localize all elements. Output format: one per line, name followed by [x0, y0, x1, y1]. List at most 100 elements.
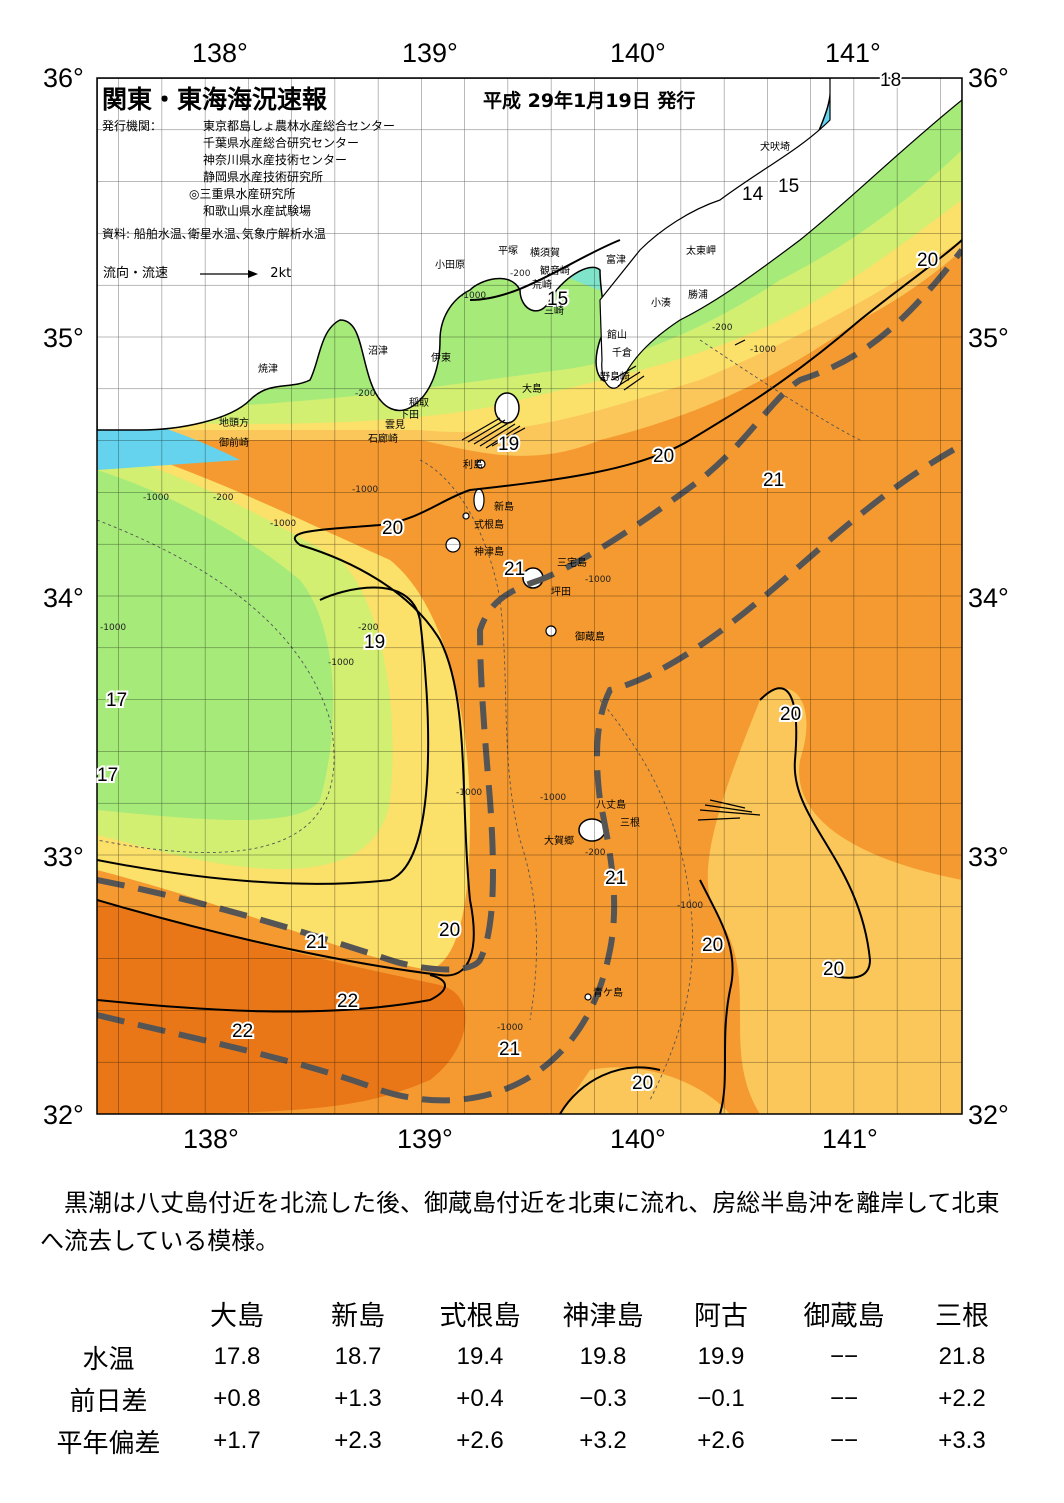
- place-kominato: 小湊: [651, 296, 671, 309]
- isotherm-label: 20: [439, 920, 460, 941]
- place-inatori: 稲取: [409, 397, 429, 409]
- axis-labels: 138° 139° 140° 141° 138° 139° 140° 141° …: [43, 38, 1009, 1154]
- map-frame: [96, 77, 963, 1115]
- table-cell: +2.2: [938, 1385, 986, 1412]
- isotherm-label: 18: [880, 70, 901, 91]
- depth-label: -1000: [750, 345, 776, 355]
- lon-label-140-bottom: 140°: [610, 1124, 666, 1154]
- table-cell: −0.3: [579, 1385, 627, 1412]
- sea-17-zone: [97, 470, 334, 820]
- depth-label: -200: [585, 848, 606, 858]
- issuer-label: 発行機関：: [102, 119, 163, 133]
- sea-20-zone-south: [560, 1067, 730, 1114]
- table-cell: 17.8: [213, 1343, 261, 1370]
- issuer-item: ◎三重県水産研究所: [189, 187, 296, 201]
- table-cell: −0.1: [697, 1385, 745, 1412]
- isotherm-label: 22: [337, 991, 358, 1012]
- table-cell: 19.4: [456, 1343, 504, 1370]
- depth-label: -1000: [100, 623, 126, 633]
- depth-label: -1000: [460, 291, 486, 301]
- place-okago: 大賀郷: [544, 834, 574, 847]
- summary-body: 黒潮は八丈島付近を北流した後、御蔵島付近を北東に流れ、房総半島沖を離岸して北東へ…: [40, 1189, 1000, 1255]
- place-mitsune: 三根: [620, 816, 640, 829]
- isotherm-label: 20: [917, 250, 938, 271]
- depth-contours: [97, 339, 861, 1101]
- issuer-list: 東京都島しょ農林水産総合センター 千葉県水産総合研究センター 神奈川県水産技術セ…: [189, 118, 396, 220]
- place-yokosuka: 横須賀: [530, 246, 560, 259]
- temperature-fill: [97, 78, 962, 1114]
- place-hachijojima: 八丈島: [596, 798, 626, 811]
- table-cell: +1.3: [334, 1385, 382, 1412]
- sea-20-zone-east: [707, 688, 962, 1114]
- table-cell: +0.4: [456, 1385, 504, 1412]
- row-label: 水温: [82, 1344, 135, 1375]
- lat-label-35-right: 35°: [968, 323, 1009, 353]
- station-header: 御蔵島: [803, 1300, 885, 1332]
- place-shikinejima: 式根島: [474, 518, 504, 531]
- place-nojimazaki: 野島崎: [600, 370, 630, 383]
- flow-legend-label: 流向・流速: [103, 266, 169, 281]
- table-row: 水温 17.8 18.7 19.4 19.8 19.9 −− 21.8: [40, 1336, 1013, 1378]
- place-tsubota: 坪田: [551, 585, 571, 598]
- depth-label: -1000: [270, 519, 296, 529]
- island-toshima: [476, 459, 486, 469]
- map-title: 関東・東海海況速報: [102, 85, 328, 114]
- place-miyakejima: 三宅島: [557, 556, 587, 569]
- island-kozushima: [445, 537, 461, 553]
- isotherm-labels: 18 14 15 20 15 19 20 21 20 21 19 17 17 2…: [95, 68, 940, 1096]
- table-cell: +1.7: [213, 1427, 261, 1454]
- issuer-item: 静岡県水産技術研究所: [203, 170, 324, 184]
- lat-label-35-left: 35°: [43, 323, 84, 353]
- island-oshima: [494, 392, 520, 424]
- place-futtsu: 富津: [606, 253, 626, 266]
- lon-label-138-bottom: 138°: [183, 1124, 239, 1154]
- lat-label-32-right: 32°: [968, 1100, 1009, 1130]
- depth-label: -200: [510, 269, 531, 279]
- lat-label-33-left: 33°: [43, 842, 84, 872]
- depth-label: -1000: [328, 658, 354, 668]
- table-cell: +3.3: [938, 1427, 986, 1454]
- isotherm-label: 21: [306, 932, 327, 953]
- lat-label-33-right: 33°: [968, 842, 1009, 872]
- place-tateyama: 館山: [607, 328, 627, 341]
- flow-legend: 流向・流速 2kt: [103, 262, 291, 281]
- place-irozaki: 石廊崎: [368, 432, 398, 445]
- place-katsuura: 勝浦: [688, 288, 708, 301]
- place-niijima: 新島: [494, 500, 514, 513]
- isotherm-label: 17: [106, 690, 127, 711]
- data-sources: 資料: 船舶水温､衛星水温､気象庁解析水温: [102, 227, 326, 241]
- lon-label-138-top: 138°: [192, 38, 248, 68]
- station-header: 新島: [331, 1300, 385, 1332]
- kuroshio-axis: [97, 248, 962, 1104]
- place-kannonzaki: 観音崎: [540, 264, 570, 277]
- depth-label: -1000: [143, 493, 169, 503]
- isotherm-label: 19: [364, 632, 385, 653]
- station-header: 三根: [935, 1300, 989, 1332]
- table-corner: [40, 1290, 177, 1336]
- flow-arrows: [461, 339, 761, 821]
- place-yaizu: 焼津: [258, 363, 278, 375]
- place-ito: 伊東: [431, 351, 451, 364]
- station-header: 式根島: [439, 1300, 521, 1332]
- place-toshima: 利島: [463, 458, 483, 471]
- depth-label: -200: [355, 389, 376, 399]
- place-taitomisaki: 太東岬: [686, 244, 716, 257]
- flow-legend-unit: 2kt: [270, 266, 292, 281]
- table-cell: −−: [829, 1385, 859, 1412]
- issuer-item: 千葉県水産総合研究センター: [203, 136, 360, 150]
- depth-label: -1000: [352, 485, 378, 495]
- station-header: 大島: [210, 1300, 264, 1332]
- isotherm-label: 15: [547, 289, 568, 310]
- issuer-item: 和歌山県水産試験場: [203, 204, 312, 218]
- isotherm-label: 20: [702, 935, 723, 956]
- lat-label-34-right: 34°: [968, 583, 1009, 613]
- sea-temperature-map: 138° 139° 140° 141° 138° 139° 140° 141° …: [43, 38, 1009, 1154]
- table-cell: 18.7: [334, 1343, 382, 1370]
- lat-label-34-left: 34°: [43, 583, 84, 613]
- place-inubosaki: 犬吠埼: [760, 140, 790, 153]
- isotherm-label: 15: [778, 176, 799, 197]
- lon-label-141-top: 141°: [825, 38, 881, 68]
- depth-label: -200: [358, 623, 379, 633]
- issuer-item: 東京都島しょ農林水産総合センター: [203, 119, 396, 133]
- station-header: 神津島: [562, 1300, 644, 1332]
